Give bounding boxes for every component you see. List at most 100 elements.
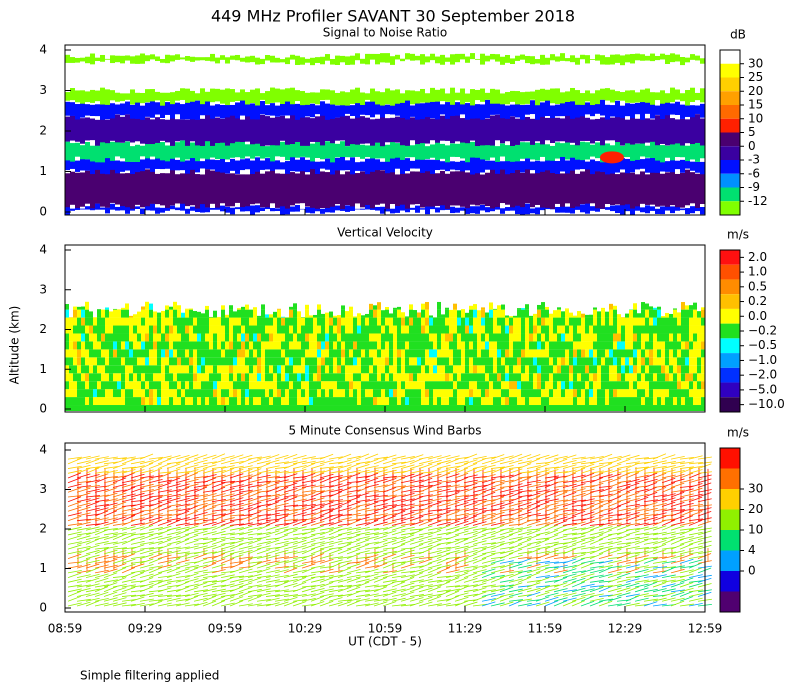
field-cell: [380, 206, 385, 214]
field-cell: [293, 349, 297, 358]
wind-barb: [301, 527, 316, 531]
field-cell: [177, 373, 181, 382]
field-cell: [497, 365, 501, 374]
field-cell: [385, 381, 389, 390]
field-cell: [65, 92, 70, 101]
wind-barb: [373, 570, 388, 574]
field-cell: [301, 405, 305, 411]
field-cell: [120, 173, 125, 207]
wind-barb: [193, 502, 208, 507]
field-cell: [101, 365, 105, 374]
wind-barb: [238, 541, 253, 545]
field-cell: [197, 405, 201, 411]
field-cell: [433, 373, 437, 382]
field-cell: [657, 381, 661, 390]
field-cell: [245, 304, 249, 310]
field-cell: [273, 373, 277, 382]
field-cell: [285, 142, 290, 161]
field-cell: [565, 101, 570, 116]
field-cell: [413, 397, 417, 406]
field-cell: [577, 333, 581, 342]
field-cell: [477, 341, 481, 350]
field-cell: [290, 87, 295, 105]
wind-barb: [274, 522, 289, 526]
wind-barb: [328, 585, 343, 588]
field-cell: [85, 159, 90, 171]
wind-barb: [193, 497, 208, 503]
field-cell: [280, 162, 285, 170]
field-cell: [597, 365, 601, 374]
field-cell: [697, 325, 701, 334]
field-cell: [70, 157, 75, 169]
wind-barb: [202, 493, 217, 498]
field-cell: [165, 381, 169, 390]
field-cell: [385, 397, 389, 406]
field-cell: [413, 317, 417, 326]
wind-barb: [193, 528, 208, 531]
wind-barb: [166, 503, 181, 507]
field-cell: [221, 349, 225, 358]
field-cell: [625, 317, 629, 326]
field-cell: [395, 204, 400, 213]
wind-barb: [283, 597, 298, 602]
field-cell: [325, 312, 329, 318]
field-cell: [205, 99, 210, 116]
colorbar-label: −1.0: [748, 353, 777, 367]
wind-barb: [310, 591, 325, 597]
field-cell: [621, 333, 625, 342]
wind-barb: [355, 603, 370, 607]
wind-barb: [229, 523, 244, 526]
field-cell: [465, 119, 470, 144]
field-cell: [445, 405, 449, 411]
wind-barb: [346, 534, 361, 541]
field-cell: [565, 333, 569, 342]
field-cell: [493, 397, 497, 406]
field-cell: [501, 341, 505, 350]
field-cell: [701, 309, 705, 318]
field-cell: [477, 389, 481, 398]
wind-barb: [328, 513, 343, 517]
wind-barb: [184, 494, 199, 498]
field-cell: [375, 53, 380, 65]
field-cell: [341, 333, 345, 342]
wind-barb: [337, 531, 352, 536]
colorbar-label: −0.5: [748, 338, 777, 352]
field-cell: [153, 373, 157, 382]
field-cell: [575, 144, 580, 160]
field-cell: [333, 325, 337, 334]
field-cell: [620, 158, 625, 170]
field-cell: [577, 311, 581, 318]
field-cell: [137, 357, 141, 366]
field-cell: [181, 317, 185, 326]
wind-barb: [229, 586, 244, 593]
field-cell: [425, 405, 429, 411]
field-cell: [185, 373, 189, 382]
wind-barb: [148, 484, 163, 488]
field-cell: [240, 57, 245, 62]
field-cell: [335, 143, 340, 158]
field-cell: [701, 365, 705, 374]
field-cell: [245, 317, 249, 326]
field-cell: [621, 381, 625, 390]
field-cell: [385, 341, 389, 350]
wind-barb: [175, 529, 190, 536]
field-cell: [701, 357, 705, 366]
field-cell: [241, 397, 245, 406]
field-cell: [670, 118, 675, 145]
wind-barb: [148, 572, 163, 578]
field-cell: [349, 365, 353, 374]
field-cell: [257, 397, 261, 406]
wind-barb: [193, 511, 208, 517]
field-cell: [260, 93, 265, 100]
field-cell: [121, 307, 125, 310]
wind-barb: [139, 483, 154, 488]
field-cell: [80, 172, 85, 207]
field-cell: [540, 170, 545, 208]
field-cell: [385, 88, 390, 105]
field-cell: [120, 143, 125, 159]
field-cell: [653, 389, 657, 398]
field-cell: [369, 309, 373, 318]
field-cell: [581, 405, 585, 411]
wind-barb: [112, 505, 127, 512]
wind-barb: [76, 545, 91, 550]
